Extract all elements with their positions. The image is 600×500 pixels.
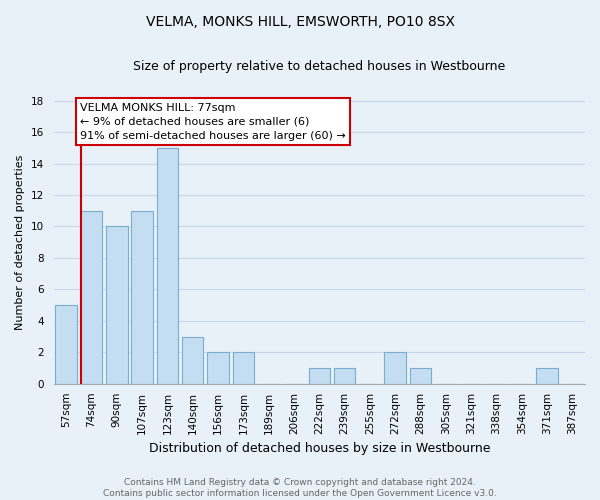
Bar [410,368,431,384]
Text: Contains HM Land Registry data © Crown copyright and database right 2024.
Contai: Contains HM Land Registry data © Crown c… [103,478,497,498]
Bar [536,368,558,384]
Bar [182,336,203,384]
Bar [385,352,406,384]
Bar [131,210,153,384]
Text: VELMA, MONKS HILL, EMSWORTH, PO10 8SX: VELMA, MONKS HILL, EMSWORTH, PO10 8SX [146,15,455,29]
Bar [81,210,102,384]
Bar [207,352,229,384]
Bar [334,368,355,384]
X-axis label: Distribution of detached houses by size in Westbourne: Distribution of detached houses by size … [149,442,490,455]
Bar [233,352,254,384]
Bar [106,226,128,384]
Bar [55,305,77,384]
Bar [308,368,330,384]
Bar [157,148,178,384]
Text: VELMA MONKS HILL: 77sqm
← 9% of detached houses are smaller (6)
91% of semi-deta: VELMA MONKS HILL: 77sqm ← 9% of detached… [80,103,346,141]
Title: Size of property relative to detached houses in Westbourne: Size of property relative to detached ho… [133,60,505,73]
Y-axis label: Number of detached properties: Number of detached properties [15,154,25,330]
